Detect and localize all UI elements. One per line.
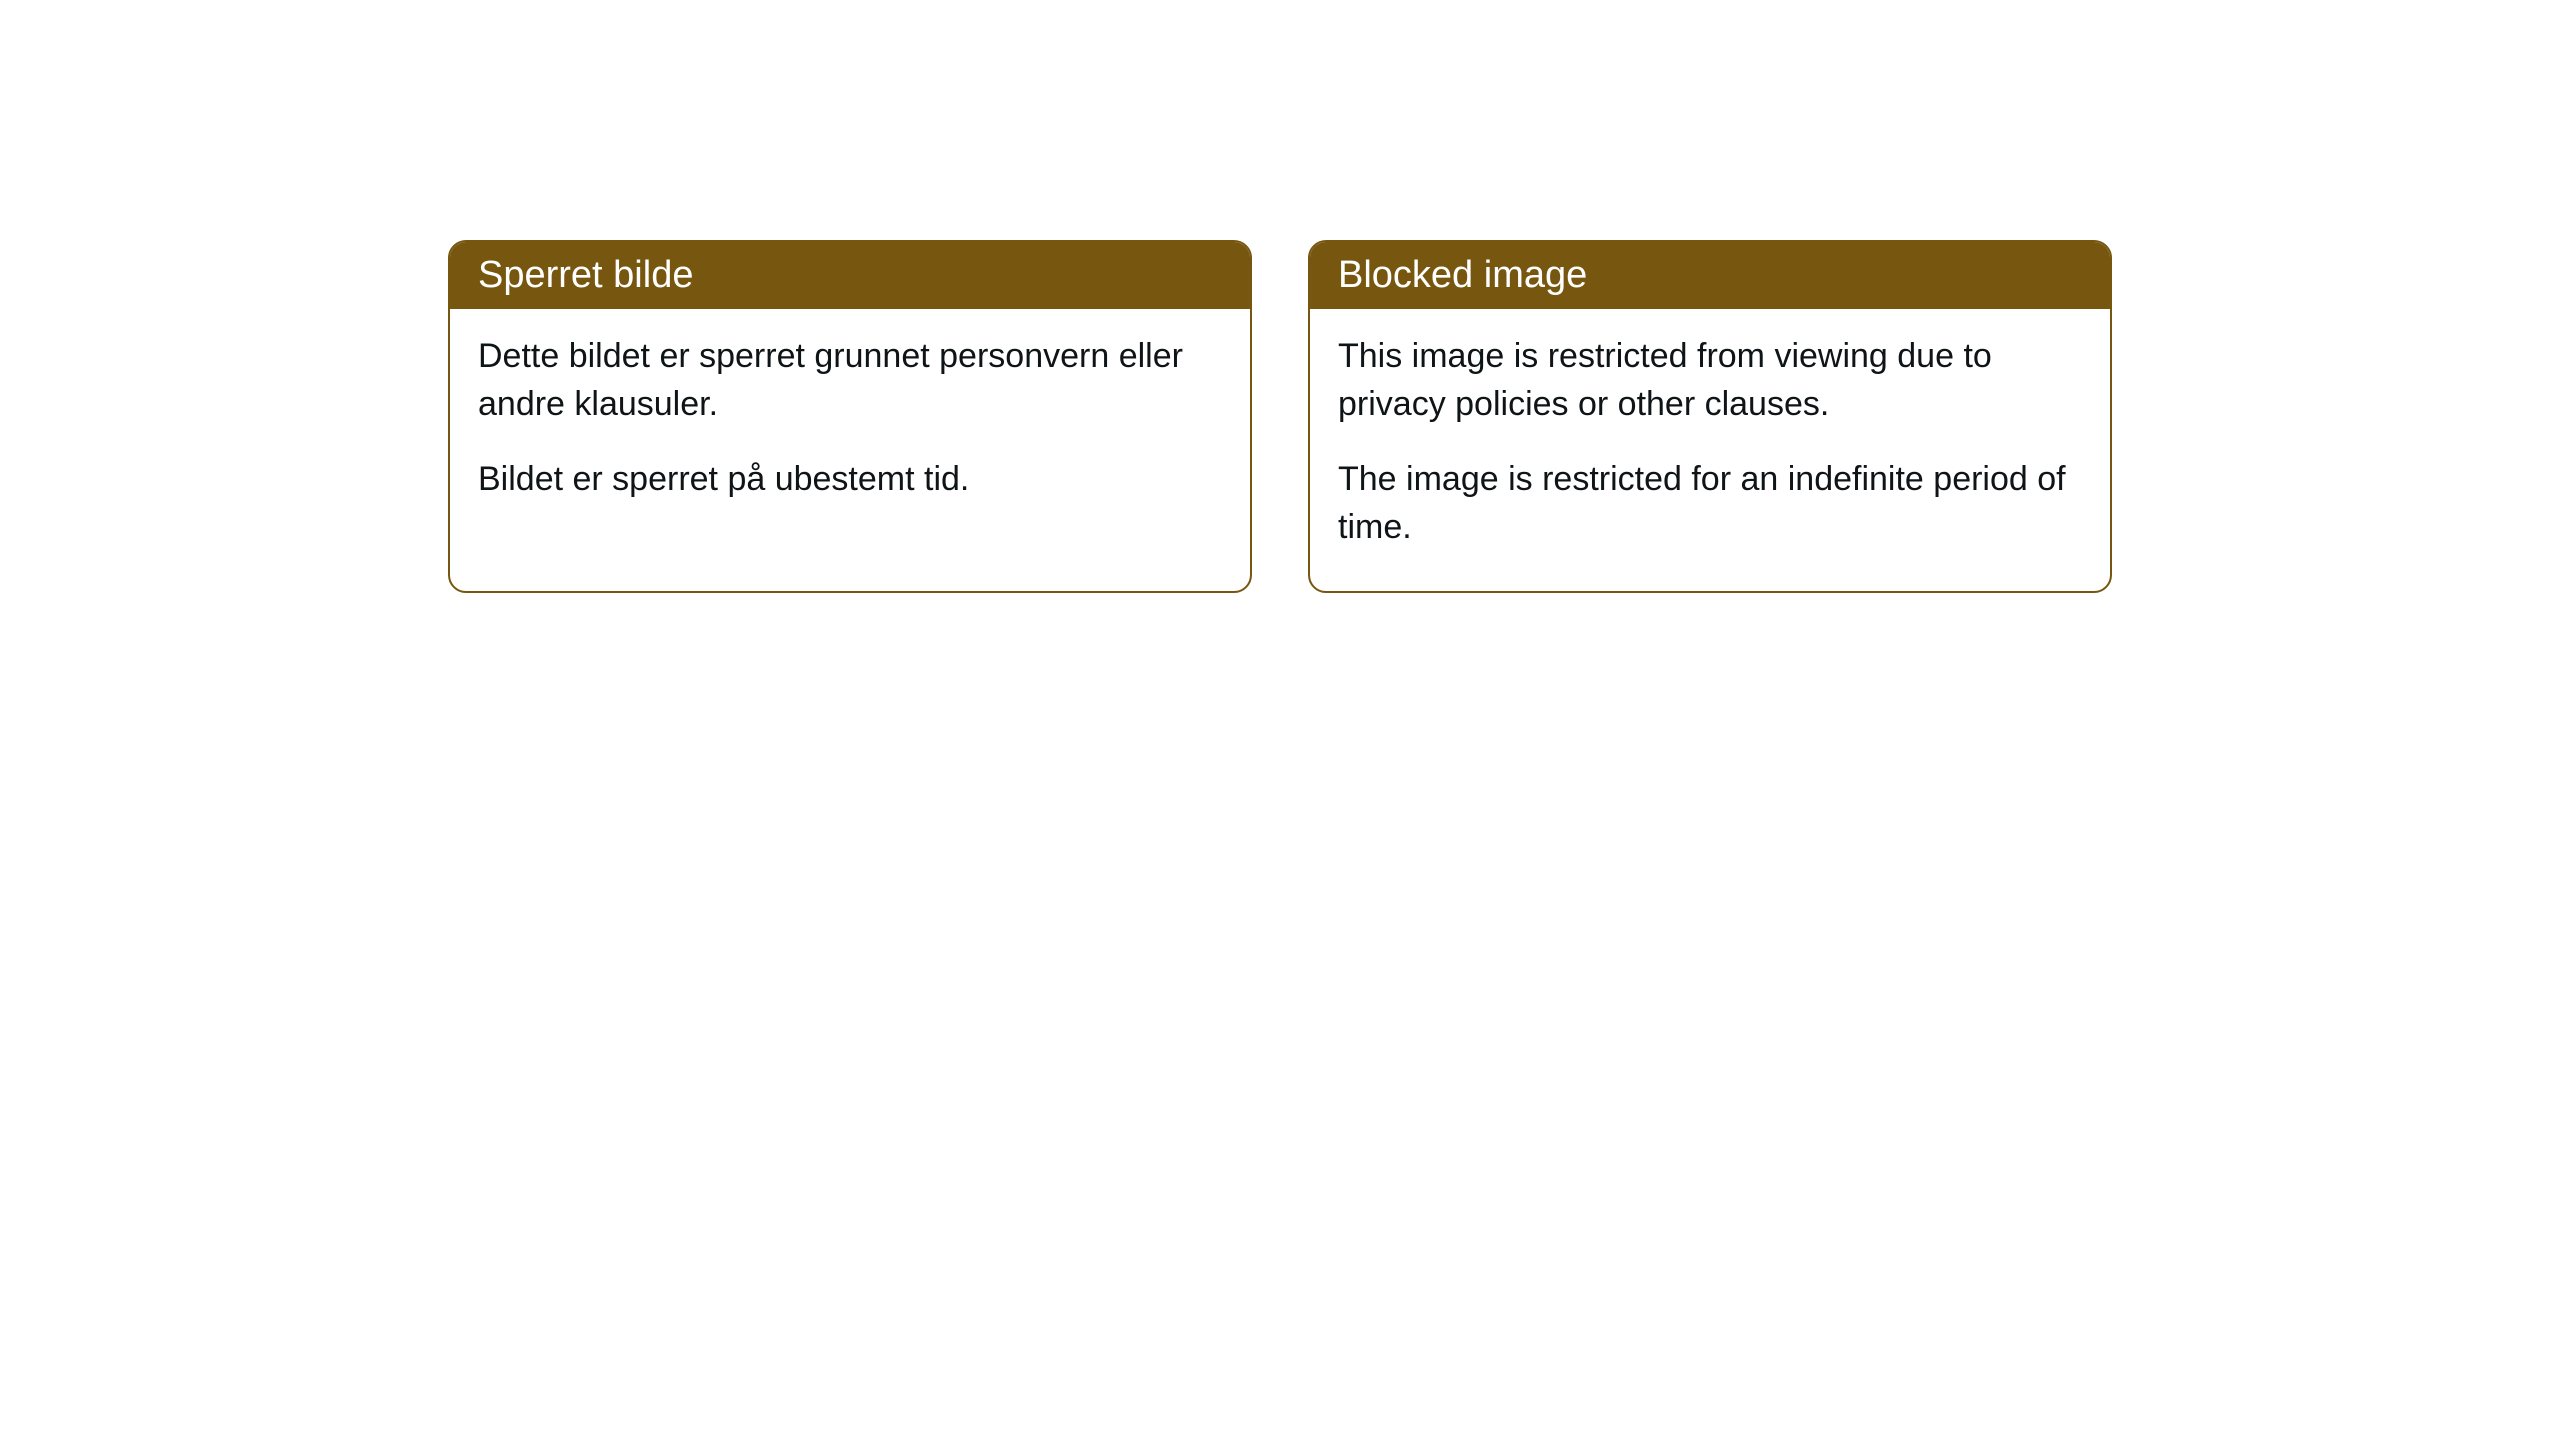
card-paragraph: Dette bildet er sperret grunnet personve… xyxy=(478,333,1222,428)
card-title: Sperret bilde xyxy=(478,254,693,296)
card-paragraph: Bildet er sperret på ubestemt tid. xyxy=(478,456,1222,504)
info-card-english: Blocked image This image is restricted f… xyxy=(1308,240,2112,593)
cards-container: Sperret bilde Dette bildet er sperret gr… xyxy=(448,240,2560,593)
info-card-norwegian: Sperret bilde Dette bildet er sperret gr… xyxy=(448,240,1252,593)
card-title: Blocked image xyxy=(1338,254,1587,296)
card-body-english: This image is restricted from viewing du… xyxy=(1310,309,2110,591)
card-body-norwegian: Dette bildet er sperret grunnet personve… xyxy=(450,309,1250,544)
card-header-english: Blocked image xyxy=(1310,242,2110,309)
card-paragraph: This image is restricted from viewing du… xyxy=(1338,333,2082,428)
card-header-norwegian: Sperret bilde xyxy=(450,242,1250,309)
card-paragraph: The image is restricted for an indefinit… xyxy=(1338,456,2082,551)
